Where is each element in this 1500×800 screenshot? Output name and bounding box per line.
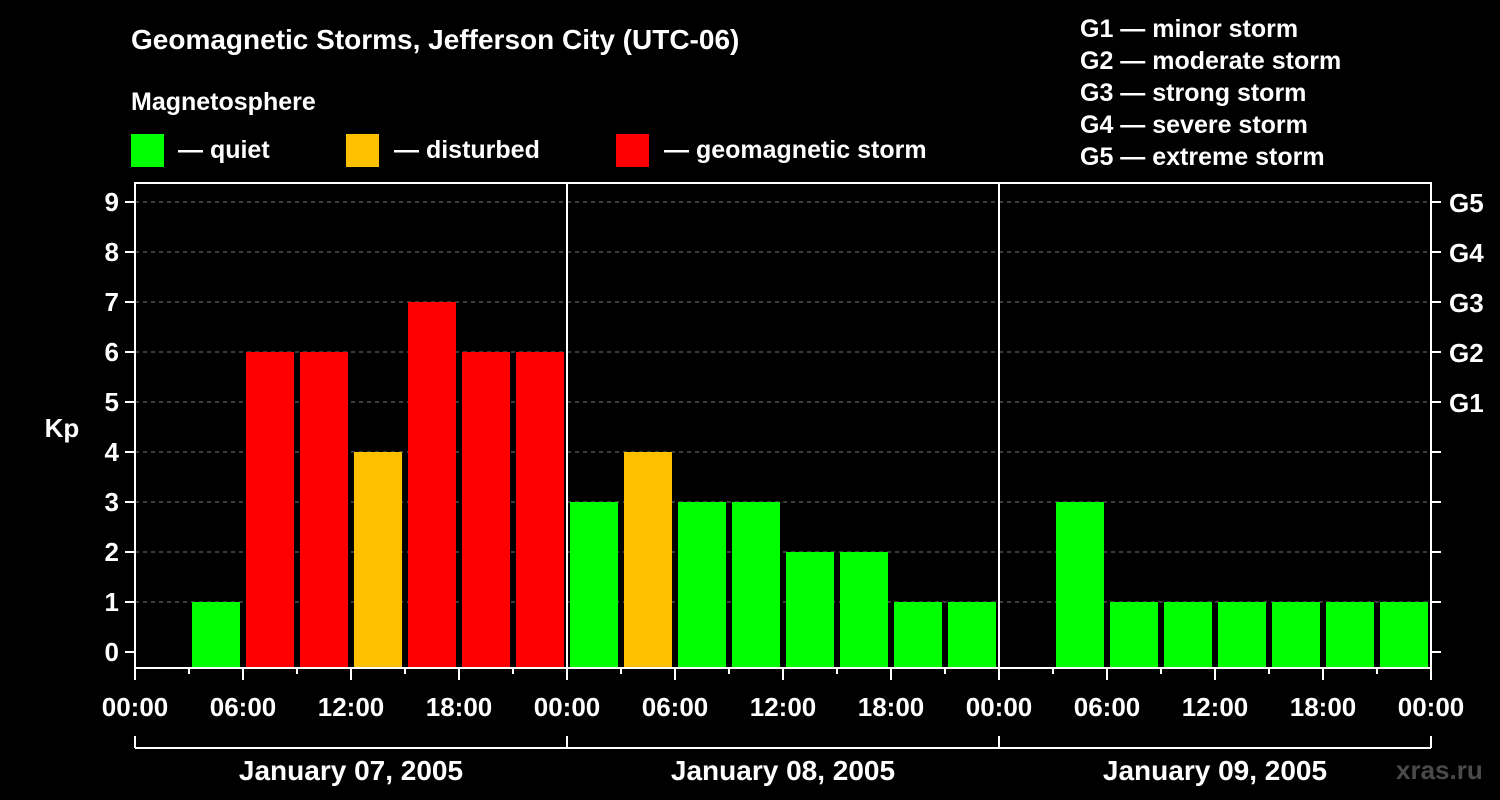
kp-bar	[948, 602, 996, 668]
chart-subtitle: Magnetosphere	[131, 88, 316, 116]
storm-level-label: G1	[1449, 388, 1484, 418]
kp-bar	[732, 502, 780, 668]
kp-bar	[1272, 602, 1320, 668]
kp-bar	[786, 552, 834, 668]
y-tick-label: 6	[105, 337, 119, 367]
x-tick-label: 06:00	[642, 692, 709, 722]
kp-bar	[300, 352, 348, 668]
y-tick-label: 9	[105, 187, 119, 217]
date-label: January 08, 2005	[671, 755, 895, 786]
kp-bar	[624, 452, 672, 668]
magnetosphere-legend: — quiet — disturbed — geomagnetic storm	[131, 134, 927, 167]
storm-level-label: G2	[1449, 338, 1484, 368]
kp-bar	[516, 352, 564, 668]
kp-bar	[192, 602, 240, 668]
kp-bar	[678, 502, 726, 668]
legend-swatch-storm	[616, 134, 649, 167]
x-tick-label: 00:00	[1398, 692, 1465, 722]
storm-level-label: G4	[1449, 238, 1484, 268]
storm-level-label: G5	[1449, 188, 1484, 218]
kp-bar	[1380, 602, 1428, 668]
storm-scale-legend: G1 — minor storm G2 — moderate storm G3 …	[1080, 15, 1341, 171]
kp-bar	[1326, 602, 1374, 668]
watermark: xras.ru	[1396, 755, 1483, 785]
y-axis-label: Kp	[45, 413, 80, 443]
storm-level-label: G3	[1449, 288, 1484, 318]
kp-bar	[1164, 602, 1212, 668]
x-tick-label: 06:00	[1074, 692, 1141, 722]
y-tick-label: 5	[105, 387, 119, 417]
date-label: January 07, 2005	[239, 755, 463, 786]
kp-bar	[840, 552, 888, 668]
storm-scale-g1: G1 — minor storm	[1080, 15, 1298, 43]
legend-label-disturbed: — disturbed	[394, 136, 540, 164]
storm-scale-g4: G4 — severe storm	[1080, 111, 1308, 139]
y-tick-label: 3	[105, 487, 119, 517]
kp-bar	[246, 352, 294, 668]
kp-bar	[570, 502, 618, 668]
kp-bar	[1110, 602, 1158, 668]
x-tick-label: 12:00	[750, 692, 817, 722]
y-tick-label: 1	[105, 587, 119, 617]
kp-bar	[462, 352, 510, 668]
kp-bar	[1056, 502, 1104, 668]
kp-bar	[408, 302, 456, 668]
x-tick-label: 00:00	[534, 692, 601, 722]
x-tick-label: 12:00	[318, 692, 385, 722]
storm-scale-g2: G2 — moderate storm	[1080, 47, 1341, 75]
storm-scale-g3: G3 — strong storm	[1080, 79, 1306, 107]
y-tick-label: 8	[105, 237, 119, 267]
legend-swatch-disturbed	[346, 134, 379, 167]
kp-bar	[894, 602, 942, 668]
kp-bar	[354, 452, 402, 668]
y-tick-label: 2	[105, 537, 119, 567]
x-tick-label: 18:00	[426, 692, 493, 722]
legend-label-quiet: — quiet	[178, 136, 270, 164]
y-tick-label: 7	[105, 287, 119, 317]
date-label: January 09, 2005	[1103, 755, 1327, 786]
y-tick-label: 0	[105, 637, 119, 667]
plot-area: 0 1 2 3 4 5 6 7 8 9 G1 G2 G3 G4 G5 00:00 06:00 12:00 18:00…	[102, 182, 1484, 786]
y-tick-label: 4	[105, 437, 120, 467]
chart-title: Geomagnetic Storms, Jefferson City (UTC-…	[131, 24, 739, 55]
x-tick-label: 12:00	[1182, 692, 1249, 722]
x-tick-label: 18:00	[1290, 692, 1357, 722]
x-tick-label: 00:00	[966, 692, 1033, 722]
x-tick-label: 00:00	[102, 692, 169, 722]
legend-swatch-quiet	[131, 134, 164, 167]
x-tick-label: 06:00	[210, 692, 277, 722]
storm-scale-g5: G5 — extreme storm	[1080, 143, 1325, 171]
kp-bar	[1218, 602, 1266, 668]
x-tick-label: 18:00	[858, 692, 925, 722]
legend-label-storm: — geomagnetic storm	[664, 136, 927, 164]
